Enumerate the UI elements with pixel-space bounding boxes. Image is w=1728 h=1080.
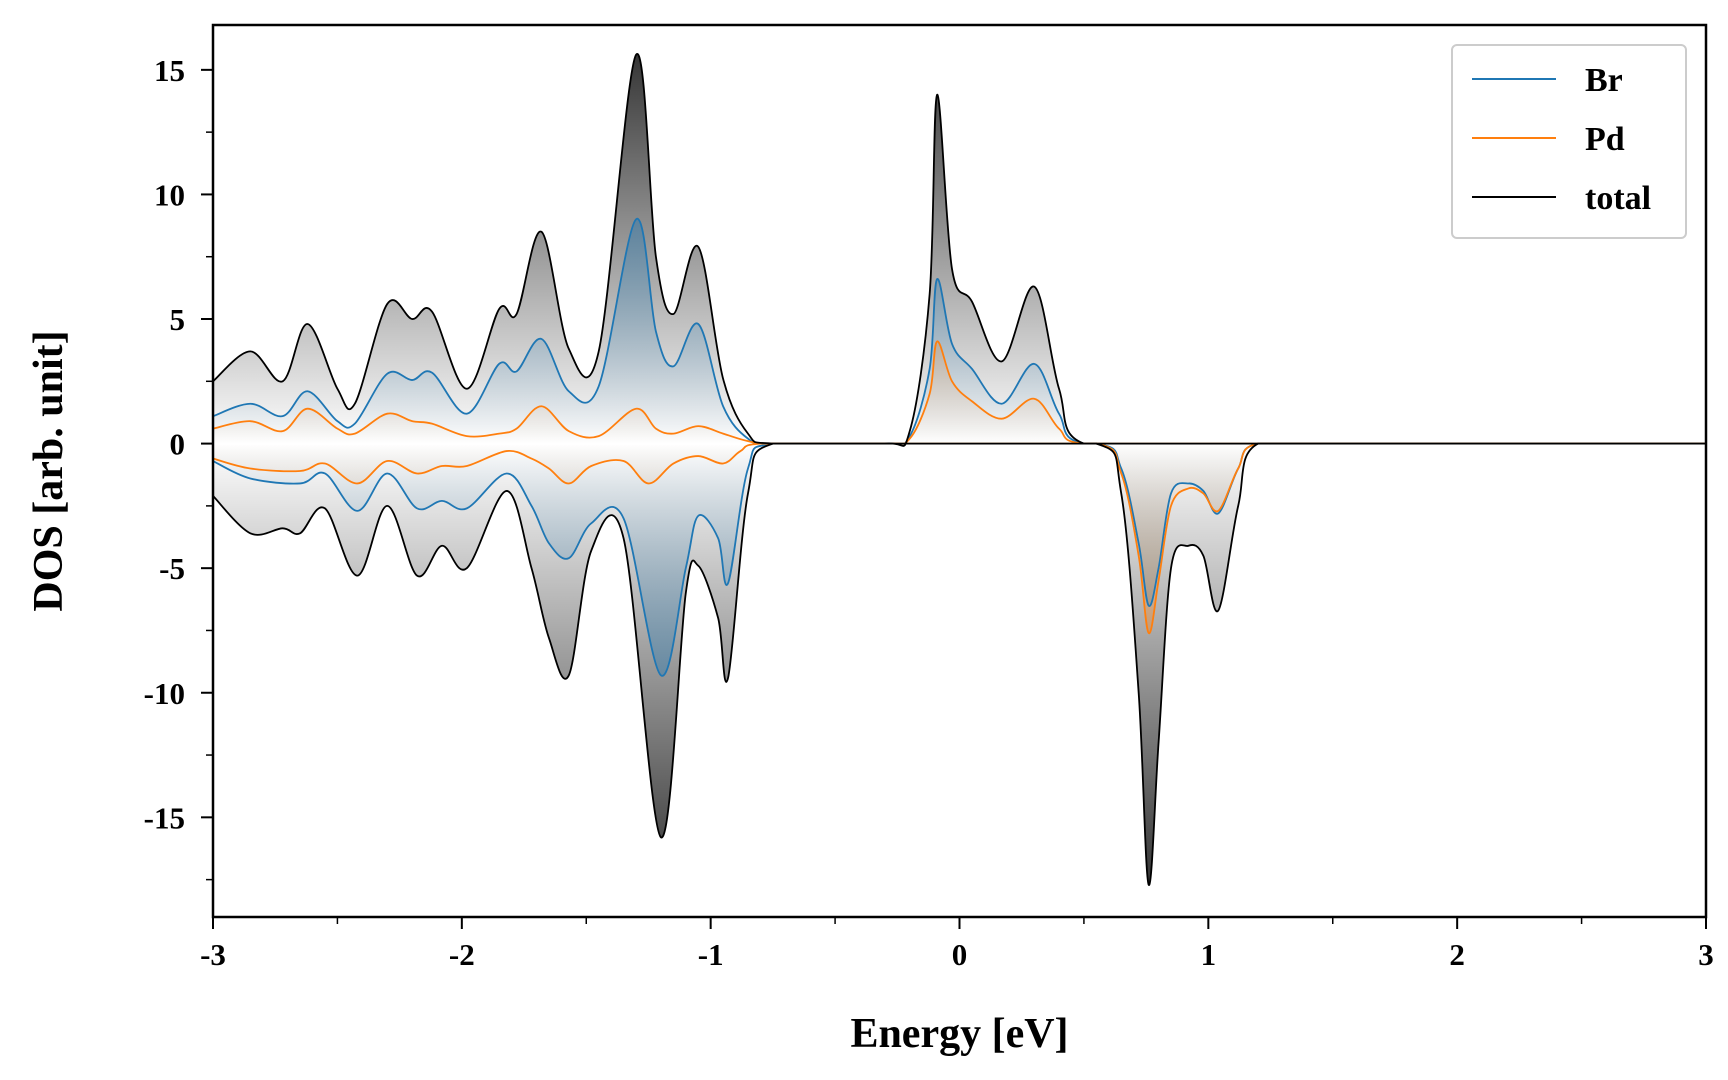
line-pd-spin-down	[212, 442, 1706, 634]
y-tick-label: 10	[154, 177, 185, 212]
line-total-spin-up	[212, 53, 1706, 447]
legend-label-total: total	[1585, 180, 1651, 217]
x-tick-label: -1	[698, 937, 724, 972]
line-br-spin-down	[212, 442, 1706, 677]
x-tick-label: 2	[1449, 937, 1465, 972]
y-tick-label: 0	[170, 427, 186, 462]
fill-total-spin-down	[213, 443, 1706, 886]
legend-label-pd: Pd	[1585, 121, 1625, 158]
x-tick-label: 0	[952, 937, 968, 972]
line-total-spin-down	[212, 442, 1706, 886]
fill-br-spin-down	[213, 443, 1706, 676]
y-tick-label: 5	[170, 302, 186, 337]
y-tick-label: -5	[159, 551, 185, 586]
series-lines	[212, 53, 1706, 886]
legend-label-br: Br	[1585, 62, 1623, 99]
y-tick-label: 15	[154, 53, 185, 88]
fill-areas	[213, 53, 1706, 886]
x-tick-label: 3	[1698, 937, 1714, 972]
y-axis-label: DOS [arb. unit]	[26, 330, 72, 611]
legend-box	[1451, 44, 1687, 239]
x-tick-label: -3	[200, 937, 226, 972]
y-tick-label: -10	[144, 676, 185, 711]
fill-pd-spin-down	[213, 443, 1706, 634]
x-tick-label: -2	[449, 937, 475, 972]
line-pd-spin-up	[212, 340, 1706, 445]
x-tick-label: 1	[1201, 937, 1217, 972]
legend: Br Pd total	[1451, 44, 1687, 239]
x-axis-label: Energy [eV]	[850, 1011, 1068, 1057]
line-br-spin-up	[212, 218, 1706, 445]
y-tick-label: -15	[144, 800, 185, 835]
fill-pd-spin-up	[213, 341, 1706, 444]
